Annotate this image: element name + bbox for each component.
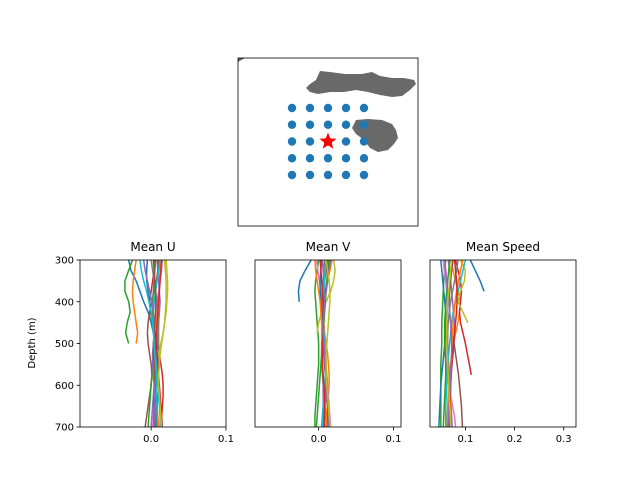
site-dot-r0-c1 xyxy=(305,103,315,113)
site-dot-r4-c4 xyxy=(359,170,369,180)
land-corner-sliver xyxy=(238,58,245,62)
site-dot-r2-c0 xyxy=(287,137,297,146)
site-dot-r0-c2 xyxy=(323,103,333,113)
x-tick-label: 0.0 xyxy=(143,434,159,445)
site-dot-r4-c2 xyxy=(323,170,333,180)
x-tick-label: 0.1 xyxy=(457,434,473,445)
ticks-mean-v: 0.0 0.1 xyxy=(311,427,402,445)
site-dot-r2-c1 xyxy=(305,137,315,146)
series-lines-mean-speed xyxy=(438,260,485,427)
site-dot-r0-c3 xyxy=(341,103,351,113)
star-icon xyxy=(319,132,337,149)
x-tick-label: 0.2 xyxy=(507,434,523,445)
x-tick-label: 0.0 xyxy=(311,434,327,445)
site-dot-r4-c0 xyxy=(287,170,297,180)
series-line-0-16 xyxy=(157,260,169,427)
map-frame xyxy=(237,57,419,227)
map-inset xyxy=(237,57,419,227)
y-axis-label: Depth (m) xyxy=(27,317,38,368)
series-line-0-17 xyxy=(139,260,158,427)
plot-frame-mean-u xyxy=(79,259,227,428)
panel-mean-u: Mean U Depth (m) 0.0 0.1 300 400 500 600 700 xyxy=(27,240,234,445)
site-dot-r1-c4 xyxy=(359,120,369,129)
series-lines-mean-v xyxy=(297,260,336,427)
site-dot-r0-c0 xyxy=(287,103,297,113)
site-dot-r2-c4 xyxy=(359,137,369,146)
y-tick-label: 600 xyxy=(55,381,74,392)
ticks-mean-u: 0.0 0.1 300 400 500 600 700 xyxy=(55,256,234,446)
site-dot-r3-c0 xyxy=(287,154,297,163)
site-dot-r3-c2 xyxy=(323,154,333,163)
series-line-0-2 xyxy=(124,260,134,344)
site-dot-r1-c0 xyxy=(287,120,297,129)
site-dot-r4-c3 xyxy=(341,170,351,180)
site-dot-r1-c1 xyxy=(305,120,315,129)
series-line-1-2 xyxy=(314,260,320,427)
series-line-1-0 xyxy=(297,260,312,302)
y-tick-label: 500 xyxy=(55,339,74,350)
series-line-2-0 xyxy=(469,260,485,292)
panel-title-mean-u: Mean U xyxy=(130,240,175,254)
panel-mean-v: Mean V 0.0 0.1 xyxy=(254,240,402,445)
series-line-2-9 xyxy=(444,260,467,427)
series-line-1-8 xyxy=(316,260,336,334)
site-dot-r1-c3 xyxy=(341,120,351,129)
panel-title-mean-speed: Mean Speed xyxy=(466,240,540,254)
y-tick-label: 400 xyxy=(55,297,74,308)
series-line-0-11 xyxy=(131,260,139,344)
series-line-2-15 xyxy=(445,260,453,427)
panel-title-mean-v: Mean V xyxy=(306,240,352,254)
y-tick-label: 300 xyxy=(55,256,74,267)
ticks-mean-speed: 0.1 0.2 0.3 xyxy=(457,427,572,445)
site-dot-r0-c4 xyxy=(359,103,369,113)
site-dot-r1-c2 xyxy=(323,120,333,129)
plot-frame-mean-v xyxy=(254,259,402,428)
plot-frame-mean-speed xyxy=(429,259,577,428)
land-north-island xyxy=(306,71,416,97)
site-dot-r4-c1 xyxy=(305,170,315,180)
site-dot-r3-c1 xyxy=(305,154,315,163)
x-tick-label: 0.3 xyxy=(556,434,572,445)
series-line-1-15 xyxy=(325,260,331,427)
series-lines-mean-u xyxy=(124,260,169,427)
series-line-1-13 xyxy=(319,260,326,427)
series-line-2-3 xyxy=(454,260,473,375)
site-dot-r2-c3 xyxy=(341,137,351,146)
x-tick-label: 0.1 xyxy=(218,434,234,445)
site-grid xyxy=(287,103,369,180)
y-tick-label: 700 xyxy=(55,423,74,434)
series-line-2-8 xyxy=(457,260,469,323)
panel-mean-speed: Mean Speed 0.1 0.2 0.3 xyxy=(429,240,577,445)
x-tick-label: 0.1 xyxy=(386,434,402,445)
site-dot-r3-c3 xyxy=(341,154,351,163)
site-dot-r3-c4 xyxy=(359,154,369,163)
